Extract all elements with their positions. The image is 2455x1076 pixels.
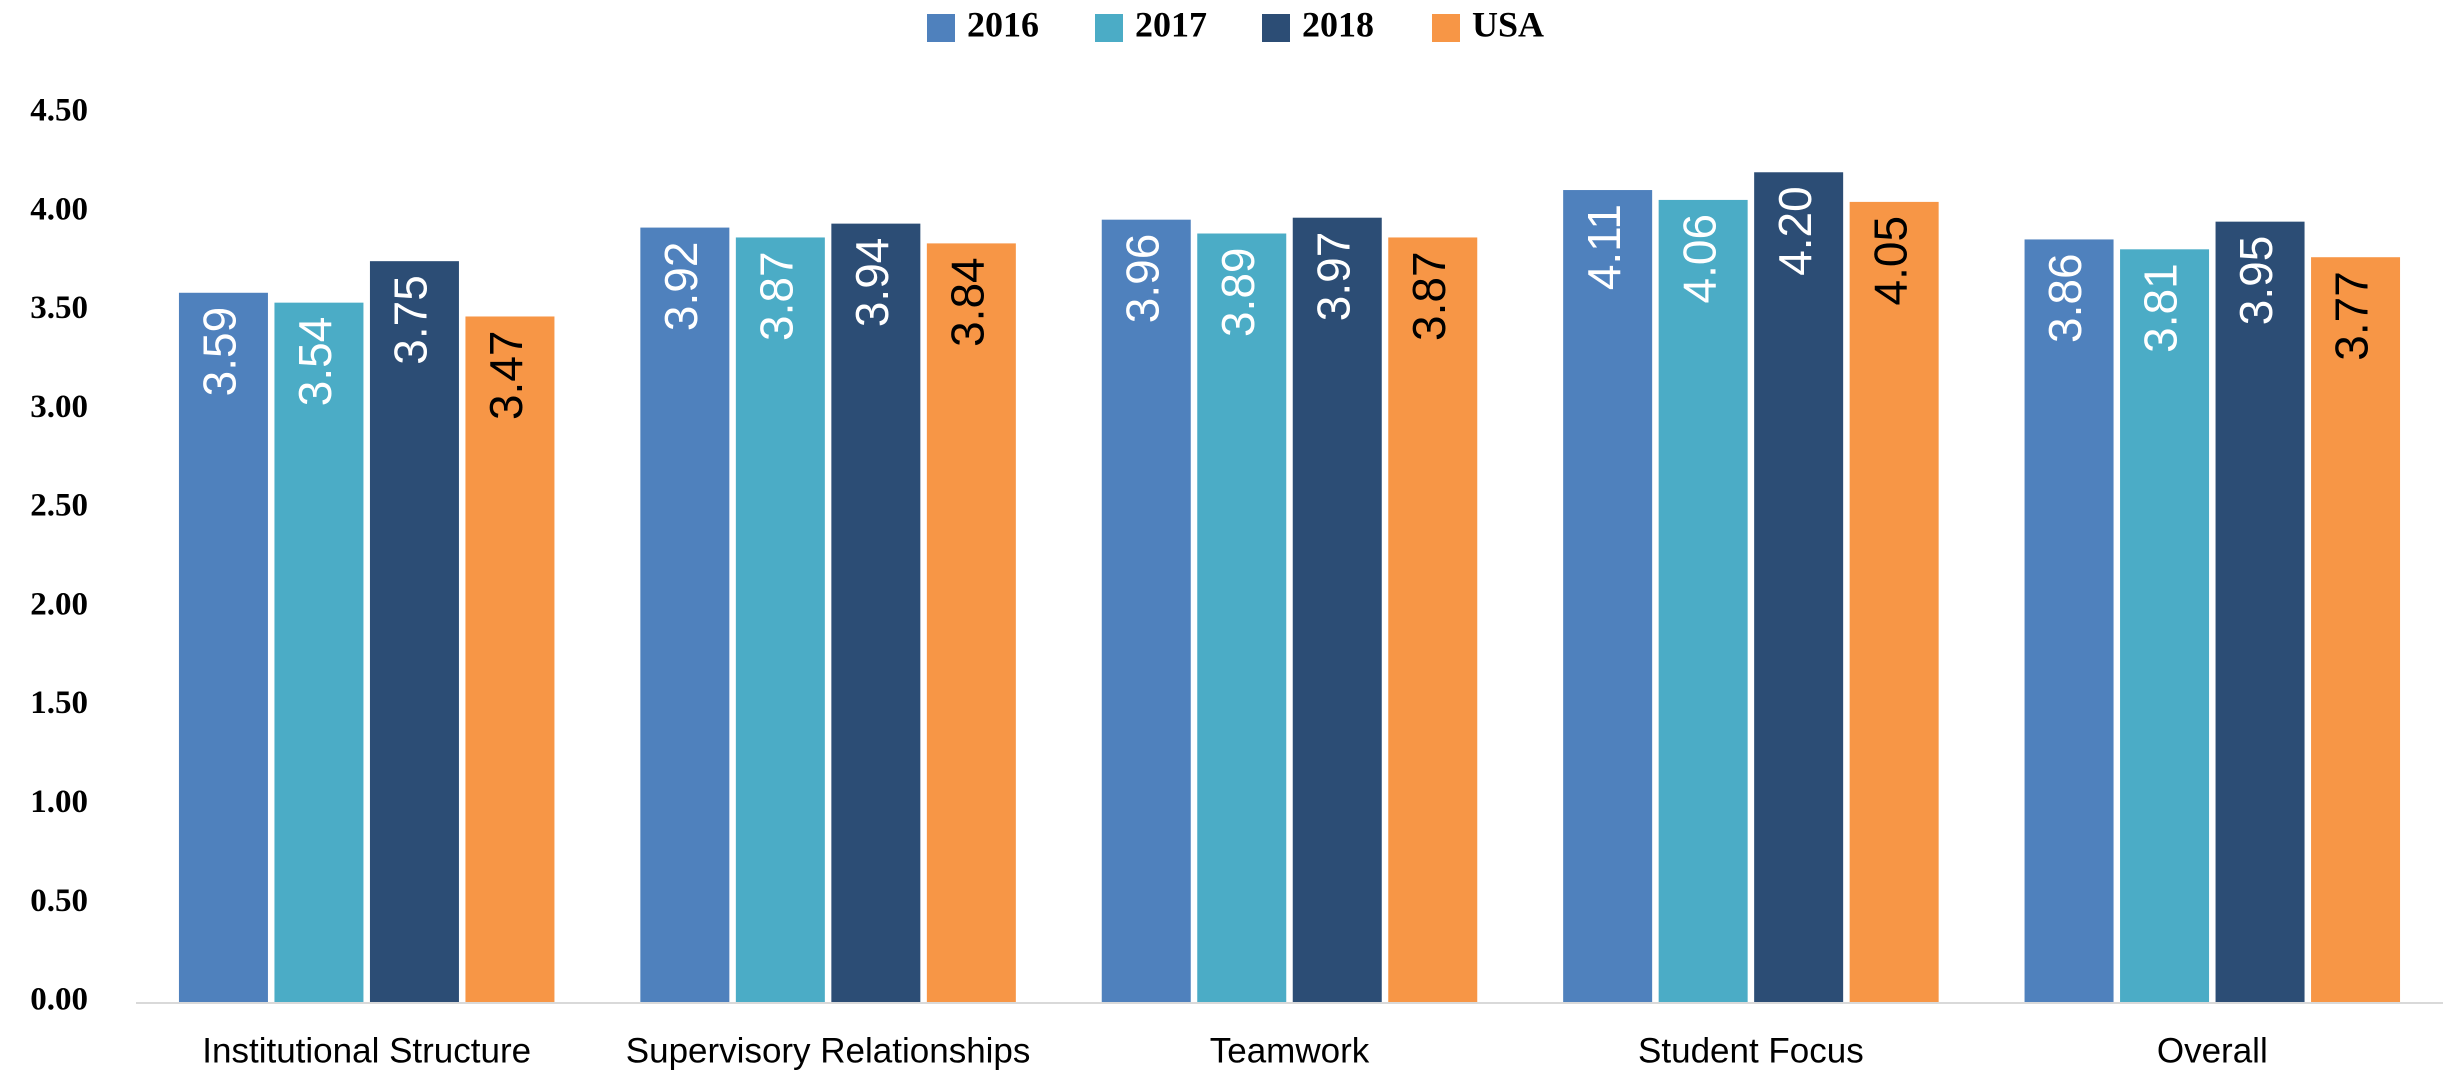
legend-swatch — [1262, 14, 1290, 42]
legend-swatch — [927, 14, 955, 42]
bar — [369, 261, 459, 1003]
y-tick-label: 0.50 — [30, 883, 88, 919]
data-label: 3.97 — [1307, 232, 1359, 322]
y-tick-label: 1.50 — [30, 685, 88, 721]
bar — [1849, 201, 1939, 1002]
data-label: 3.77 — [2326, 271, 2378, 361]
data-label: 3.75 — [385, 275, 437, 365]
legend-label: USA — [1472, 4, 1544, 44]
bar — [926, 243, 1016, 1003]
data-label: 3.96 — [1116, 234, 1168, 324]
bar — [1101, 219, 1191, 1002]
bar — [1658, 199, 1748, 1002]
data-label: 3.86 — [2039, 253, 2091, 343]
data-label: 3.94 — [846, 238, 898, 328]
data-label: 3.95 — [2230, 236, 2282, 326]
legend-label: 2016 — [967, 4, 1039, 44]
bar — [465, 316, 555, 1003]
x-tick-label: Institutional Structure — [202, 1031, 531, 1070]
legend-label: 2018 — [1302, 4, 1374, 44]
data-label: 3.47 — [480, 330, 532, 420]
bar — [1563, 190, 1653, 1003]
bar — [2120, 249, 2210, 1002]
bar — [1197, 233, 1287, 1002]
bar — [274, 302, 364, 1002]
bar — [640, 227, 730, 1003]
y-tick-label: 4.00 — [30, 191, 88, 227]
data-label: 4.11 — [1578, 204, 1630, 290]
bar — [2215, 221, 2305, 1003]
y-tick-label: 4.50 — [30, 93, 88, 129]
data-label: 3.87 — [751, 251, 803, 341]
legend-swatch — [1432, 14, 1460, 42]
bar — [831, 223, 921, 1002]
x-tick-label: Student Focus — [1638, 1031, 1864, 1070]
bar — [2311, 257, 2401, 1002]
bar — [735, 237, 825, 1002]
x-tick-label: Teamwork — [1210, 1031, 1370, 1070]
data-label: 4.20 — [1769, 186, 1821, 276]
data-label: 3.81 — [2135, 263, 2187, 353]
x-tick-label: Overall — [2157, 1031, 2268, 1070]
bar — [178, 292, 268, 1003]
data-label: 3.89 — [1212, 248, 1264, 338]
y-tick-label: 0.00 — [30, 982, 88, 1018]
data-label: 3.87 — [1403, 251, 1455, 341]
bar — [1292, 217, 1382, 1002]
x-tick-label: Supervisory Relationships — [626, 1031, 1031, 1070]
legend-swatch — [1095, 14, 1123, 42]
legend-label: 2017 — [1135, 4, 1207, 44]
data-label: 4.05 — [1864, 216, 1916, 306]
y-tick-label: 3.00 — [30, 389, 88, 425]
data-label: 3.54 — [289, 317, 341, 407]
bar — [2024, 239, 2114, 1003]
data-label: 4.06 — [1673, 214, 1725, 304]
y-tick-label: 3.50 — [30, 290, 88, 326]
y-tick-label: 1.00 — [30, 784, 88, 820]
data-label: 3.92 — [655, 242, 707, 332]
data-label: 3.84 — [942, 257, 994, 347]
bar — [1754, 172, 1844, 1002]
data-label: 3.59 — [194, 307, 246, 397]
y-tick-label: 2.50 — [30, 488, 88, 524]
bar — [1388, 237, 1478, 1002]
y-tick-label: 2.00 — [30, 586, 88, 622]
